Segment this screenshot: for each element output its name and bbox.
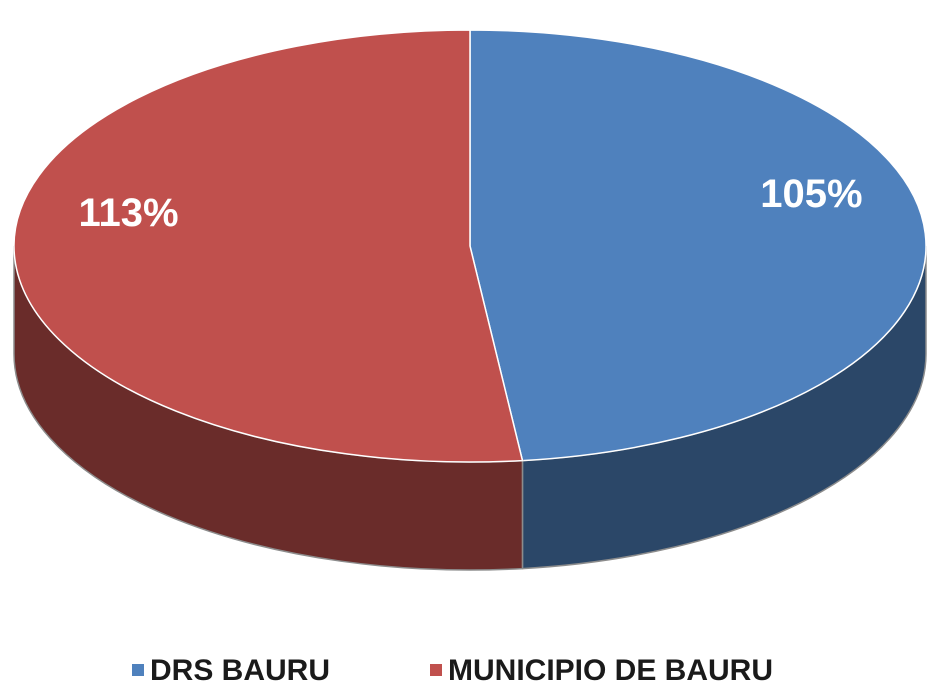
legend-label: MUNICIPIO DE BAURU: [448, 654, 773, 687]
legend-label: DRS BAURU: [150, 654, 330, 687]
pie-slice: [13, 29, 524, 571]
data-label: 113%: [79, 191, 179, 235]
legend-swatch: [430, 664, 442, 676]
legend-swatch: [132, 664, 144, 676]
slice-top: [13, 29, 524, 463]
data-label: 105%: [760, 172, 862, 216]
pie-slice: [469, 29, 927, 570]
slice-top: [469, 29, 927, 462]
